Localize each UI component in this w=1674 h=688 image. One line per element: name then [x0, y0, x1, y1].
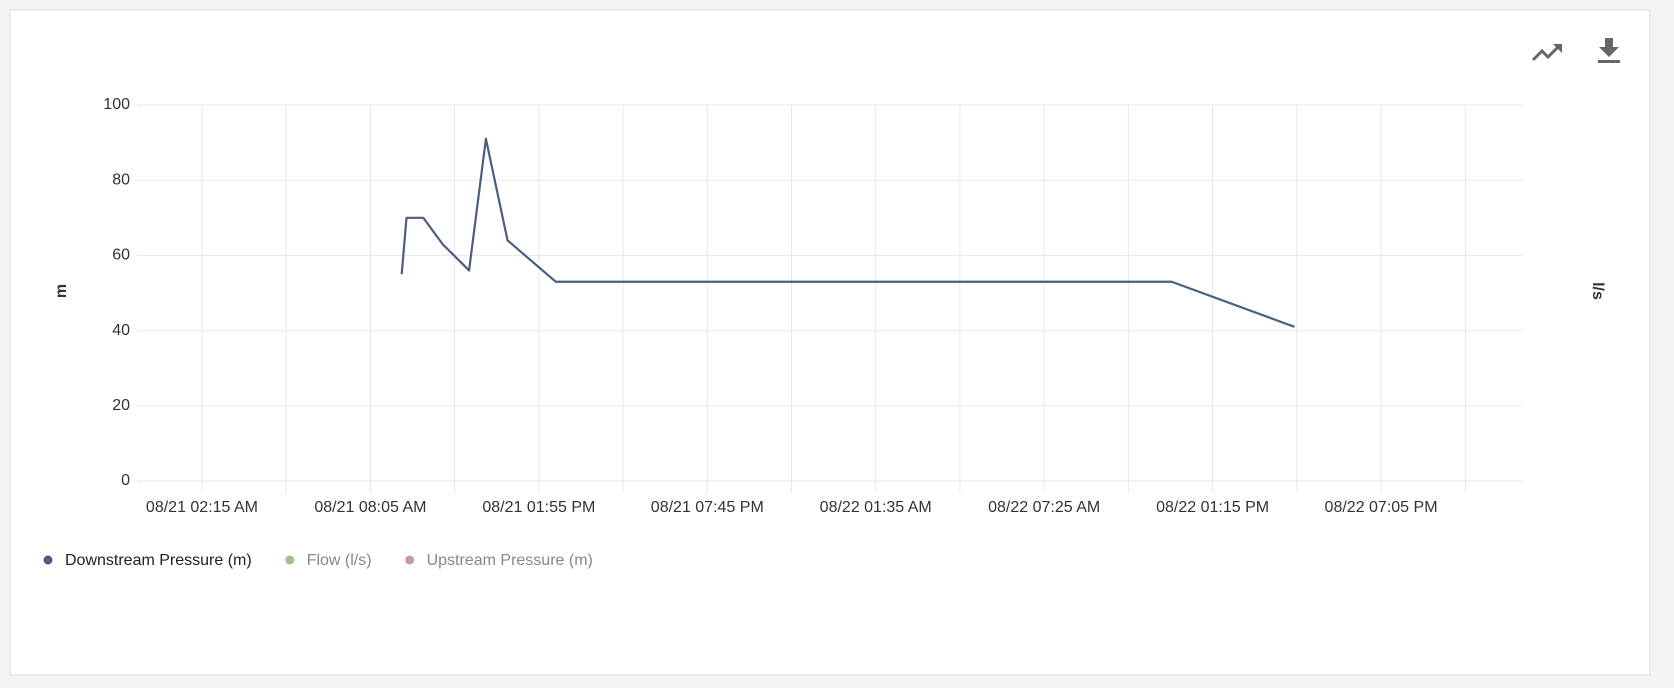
legend-label[interactable]: Flow (l/s): [307, 552, 372, 569]
y-axis-label: m: [53, 284, 70, 298]
x-tick-label: 08/22 07:05 PM: [1325, 499, 1438, 516]
x-tick-label: 08/21 02:15 AM: [146, 499, 258, 516]
y-tick-label: 0: [121, 472, 130, 489]
trend-icon[interactable]: [1531, 44, 1562, 62]
x-tick-label: 08/21 07:45 PM: [651, 499, 764, 516]
y2-axis-label: l/s: [1589, 282, 1606, 300]
x-tick-label: 08/21 08:05 AM: [314, 499, 426, 516]
trend-icon-line: [1531, 44, 1561, 62]
x-tick-label: 08/22 01:15 PM: [1156, 499, 1269, 516]
download-bar: [1598, 60, 1620, 63]
y-tick-label: 100: [103, 96, 130, 113]
x-tick-label: 08/22 07:25 AM: [988, 499, 1100, 516]
card: [9, 9, 1651, 676]
legend-marker: [405, 555, 415, 565]
y-tick-label: 20: [112, 397, 130, 414]
y-tick-label: 60: [112, 247, 130, 264]
legend-label[interactable]: Downstream Pressure (m): [65, 552, 252, 569]
legend-marker: [285, 555, 295, 565]
legend-label[interactable]: Upstream Pressure (m): [427, 552, 593, 569]
y-tick-label: 80: [112, 171, 130, 188]
series-line: [400, 137, 1295, 328]
x-tick-label: 08/21 01:55 PM: [482, 499, 595, 516]
y-tick-label: 40: [112, 322, 130, 339]
trend-icon-arrow: [1553, 44, 1562, 53]
x-tick-label: 08/22 01:35 AM: [820, 499, 932, 516]
download-arrow: [1599, 38, 1619, 57]
download-icon[interactable]: [1598, 38, 1620, 63]
legend-marker: [43, 555, 53, 565]
